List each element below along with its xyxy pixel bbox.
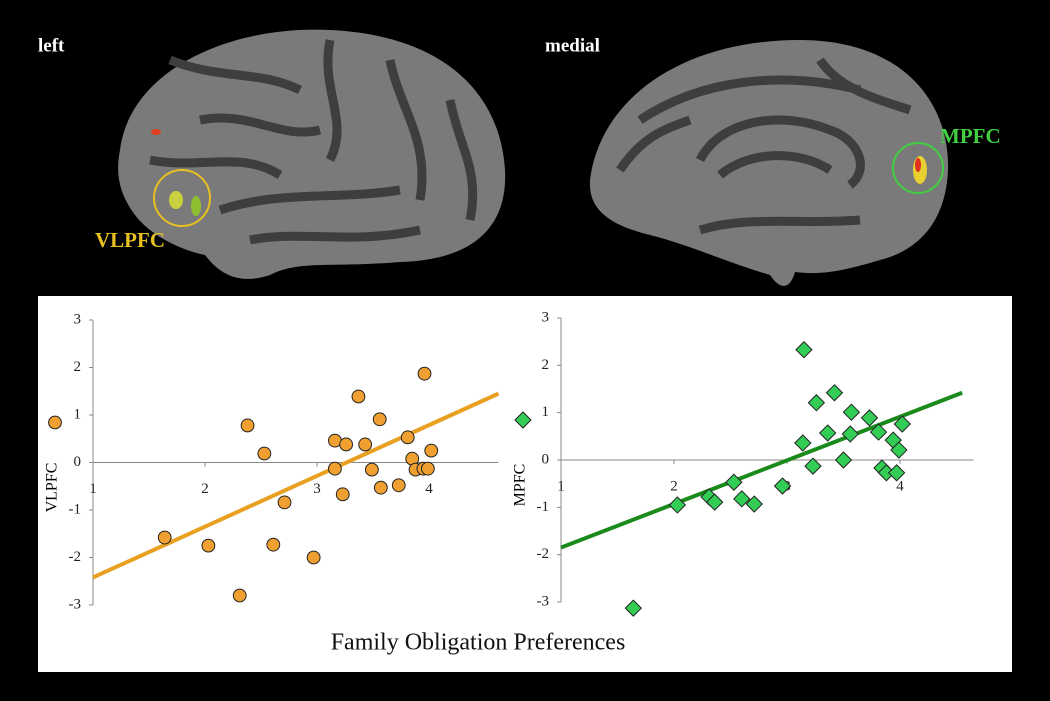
point (339, 437, 354, 452)
point (424, 443, 439, 458)
y-axis-label: MPFC (512, 464, 529, 507)
point (841, 425, 859, 443)
y-tick-label: 3 (542, 309, 550, 325)
point (373, 480, 388, 495)
chart-panel (38, 296, 1012, 672)
trend-line (92, 391, 500, 580)
panel-label: left (38, 35, 65, 56)
point (420, 461, 435, 476)
y-tick-label: -1 (69, 501, 82, 517)
point (240, 418, 255, 433)
point (818, 424, 837, 442)
point (372, 412, 387, 427)
point (417, 366, 432, 381)
point (306, 550, 321, 565)
trend-line (560, 390, 963, 550)
brain-medial (589, 40, 949, 286)
point (232, 588, 247, 603)
point (725, 473, 743, 491)
y-tick-label: -2 (537, 546, 550, 562)
point (733, 490, 751, 508)
x-axis-label: Family Obligation Preferences (331, 630, 626, 656)
point (890, 441, 908, 459)
brain-left (118, 29, 506, 279)
point (794, 434, 812, 452)
x-tick-label: 2 (201, 481, 209, 497)
point (328, 461, 342, 476)
y-tick-label: -1 (537, 499, 550, 515)
point (860, 409, 879, 427)
point (351, 389, 366, 404)
y-tick-label: 2 (74, 359, 82, 375)
point (624, 599, 643, 617)
point (400, 430, 415, 445)
y-tick-label: 3 (74, 311, 82, 327)
x-tick-label: 4 (425, 481, 433, 497)
y-axis-label: VLPFC (44, 463, 61, 513)
panel-label: medial (545, 35, 600, 56)
point (277, 495, 292, 510)
point (825, 384, 844, 402)
y-tick-label: -2 (69, 549, 82, 565)
x-tick-label: 3 (313, 481, 321, 497)
point (335, 487, 350, 502)
point (893, 415, 911, 433)
legend-marker (48, 415, 62, 430)
point (391, 478, 406, 493)
point (807, 394, 826, 412)
x-tick-label: 2 (670, 478, 678, 494)
point (773, 477, 792, 495)
y-tick-label: -3 (537, 593, 550, 609)
point (842, 403, 861, 421)
point (364, 462, 379, 477)
y-tick-label: 0 (542, 451, 550, 467)
point (266, 537, 281, 552)
point (358, 437, 373, 452)
point (157, 530, 172, 545)
y-tick-label: 1 (542, 404, 550, 420)
x-tick-label: 4 (896, 478, 904, 494)
y-tick-label: -3 (69, 596, 82, 612)
x-tick-label: 1 (557, 478, 565, 494)
legend-marker (514, 411, 532, 429)
point (705, 493, 724, 511)
point (887, 464, 906, 482)
point (745, 495, 763, 513)
point (834, 451, 853, 469)
y-tick-label: 1 (74, 406, 82, 422)
point (795, 341, 813, 359)
point (668, 496, 687, 514)
region-label: MPFC (940, 124, 1001, 148)
point (869, 423, 888, 441)
y-tick-label: 0 (74, 454, 82, 470)
point (804, 457, 822, 475)
point (201, 538, 216, 553)
y-tick-label: 2 (542, 357, 550, 373)
region-label: VLPFC (95, 228, 165, 252)
point (257, 446, 272, 461)
x-tick-label: 1 (89, 481, 97, 497)
